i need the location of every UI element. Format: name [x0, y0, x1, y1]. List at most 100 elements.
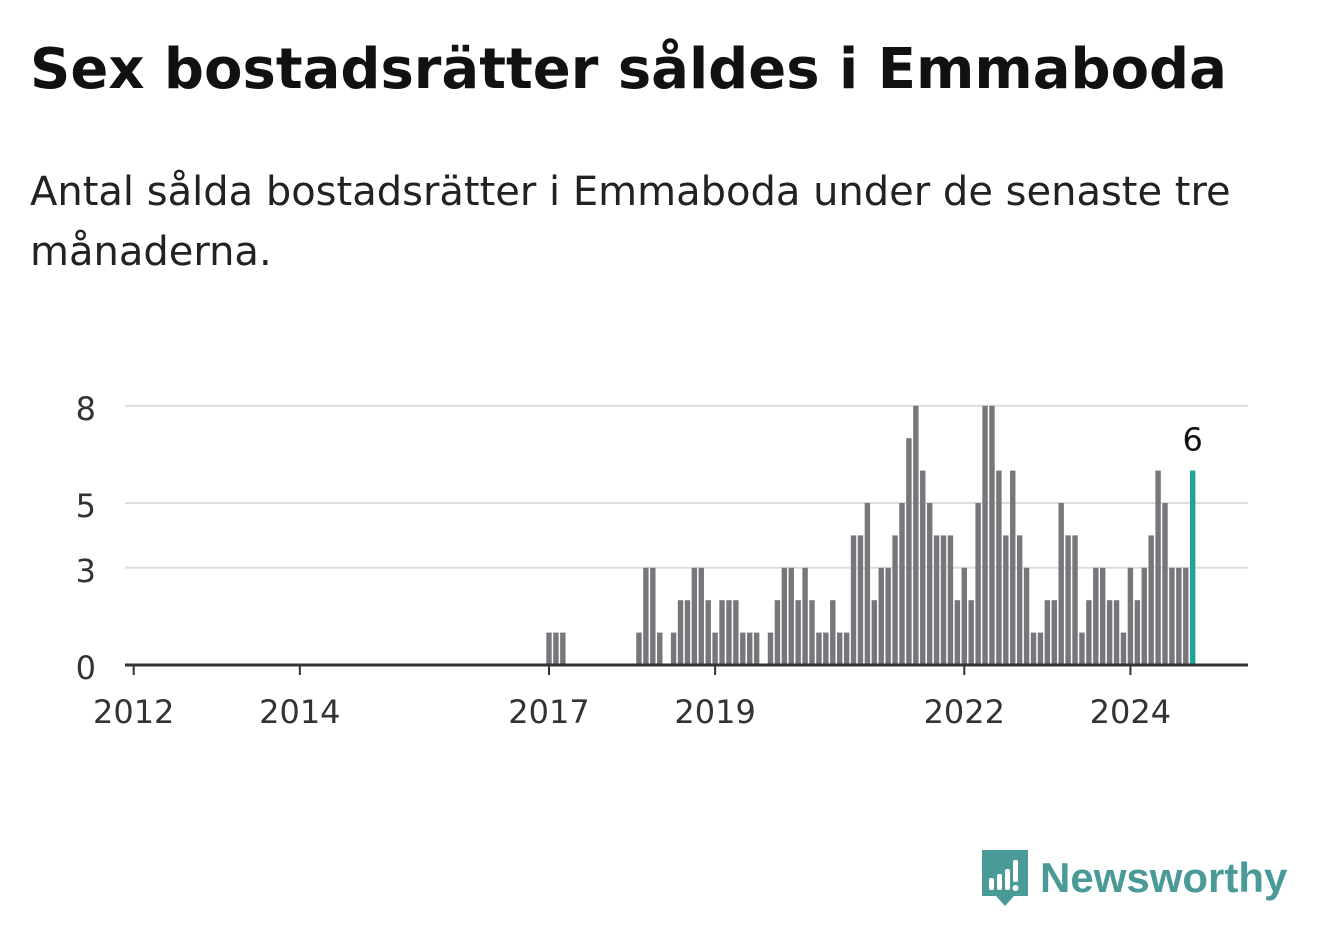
gridlines	[125, 404, 1248, 569]
x-tick-label: 2017	[508, 693, 589, 731]
bar	[1010, 470, 1016, 665]
bar	[1100, 567, 1106, 665]
bar	[1155, 470, 1161, 665]
bar	[913, 405, 919, 665]
bar	[1065, 535, 1071, 665]
newsworthy-logo: Newsworthy	[980, 848, 1287, 908]
bar	[1051, 600, 1057, 665]
bar	[1037, 632, 1044, 665]
bar	[1093, 567, 1099, 665]
bar	[926, 503, 933, 665]
bar	[1003, 535, 1009, 665]
bar	[1113, 600, 1120, 665]
bar	[670, 632, 677, 665]
bar	[1141, 567, 1147, 665]
bar	[975, 503, 981, 665]
bar	[899, 503, 905, 665]
bar	[830, 600, 836, 665]
bar	[871, 600, 878, 665]
bar	[1183, 567, 1189, 665]
x-tick-label: 2014	[259, 693, 340, 731]
bar	[733, 600, 739, 665]
bar	[767, 632, 774, 665]
bar	[878, 567, 884, 665]
bar	[719, 600, 725, 665]
bar	[1058, 503, 1064, 665]
bar	[643, 567, 649, 665]
bar	[747, 632, 753, 665]
bar	[920, 470, 926, 665]
bar	[1134, 600, 1141, 665]
bar	[802, 567, 808, 665]
bar	[1169, 567, 1175, 665]
bar	[1030, 632, 1037, 665]
brand-name: Newsworthy	[1040, 854, 1288, 901]
bar	[1162, 503, 1168, 665]
chart-subtitle: Antal sålda bostadsrätter i Emmaboda und…	[30, 169, 1231, 275]
bar	[1044, 600, 1051, 665]
bar	[553, 632, 559, 665]
x-tick-label: 2024	[1090, 693, 1171, 731]
bar	[781, 567, 788, 665]
bar	[788, 567, 794, 665]
bar	[560, 632, 566, 665]
bar	[1072, 535, 1078, 665]
bar	[740, 632, 746, 665]
y-tick-label: 5	[76, 487, 96, 525]
bar	[1106, 600, 1113, 665]
bar	[850, 535, 857, 665]
y-tick-label: 0	[76, 649, 96, 687]
bar	[657, 632, 663, 665]
bar	[961, 567, 967, 665]
bar	[989, 405, 995, 665]
x-tick-label: 2022	[924, 693, 1005, 731]
bar	[823, 632, 829, 665]
bar	[1079, 632, 1085, 665]
bar	[857, 535, 864, 665]
bar	[705, 600, 711, 665]
bar	[1120, 632, 1127, 665]
highlight-value-label: 6	[1183, 421, 1203, 459]
bar	[885, 567, 891, 665]
bar	[726, 600, 732, 665]
bar	[650, 567, 656, 665]
y-tick-label: 3	[76, 552, 96, 590]
bar	[1127, 567, 1134, 665]
bar	[843, 632, 850, 665]
bars: 6	[546, 405, 1203, 665]
bar	[892, 535, 898, 665]
bar-chart-speech-bubble-icon	[982, 850, 1028, 906]
highlight-bar	[1190, 470, 1196, 665]
bar	[933, 535, 940, 665]
bar	[698, 567, 704, 665]
chart-title: Sex bostadsrätter såldes i Emmaboda	[30, 37, 1227, 102]
bar	[677, 600, 684, 665]
bar	[940, 535, 947, 665]
bar	[1016, 535, 1023, 665]
bar	[636, 632, 642, 665]
x-tick-label: 2012	[93, 693, 174, 731]
bar	[712, 632, 718, 665]
bar	[816, 632, 822, 665]
bar	[684, 600, 691, 665]
y-tick-label: 8	[76, 390, 96, 428]
bar	[546, 632, 552, 665]
bar	[795, 600, 801, 665]
bar	[906, 438, 912, 665]
bar	[947, 535, 954, 665]
bar	[1086, 600, 1092, 665]
axes: 0 3 5 8 2012 2014 2017 2019 2022 2024	[76, 390, 1248, 731]
bar	[982, 405, 988, 665]
x-tick-label: 2019	[674, 693, 755, 731]
bar	[1176, 567, 1182, 665]
bar	[753, 632, 760, 665]
bar	[1148, 535, 1154, 665]
bar-chart: 6 0 3 5 8 2012 2014 2017 2019 2022 2024	[76, 390, 1248, 731]
bar	[809, 600, 815, 665]
bar	[774, 600, 781, 665]
bar	[837, 632, 843, 665]
bar	[691, 567, 698, 665]
bar	[864, 503, 871, 665]
bar	[996, 470, 1002, 665]
bar	[954, 600, 961, 665]
